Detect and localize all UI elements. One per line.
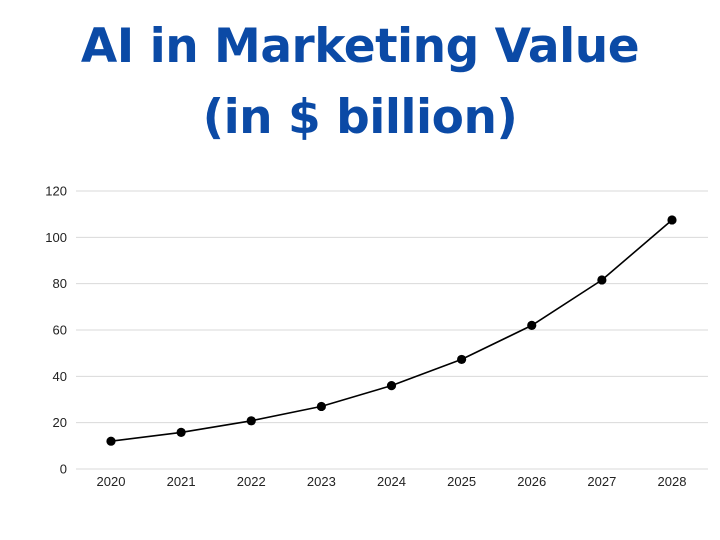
chart-title-line-2: (in $ billion) [202, 90, 518, 145]
x-tick-label: 2026 [517, 474, 546, 489]
x-tick-label: 2021 [167, 474, 196, 489]
x-tick-label: 2024 [377, 474, 406, 489]
y-tick-label: 80 [53, 276, 67, 291]
data-point-2023 [316, 401, 326, 412]
x-tick-label: 2028 [658, 474, 687, 489]
data-point-2020 [106, 436, 116, 446]
data-point-2026 [527, 320, 537, 330]
x-axis-tick-labels: 2020 2021 2022 2023 2024 2025 2026 2027 2028 [97, 474, 687, 489]
chart-title-line-1: AI in Marketing Value [80, 19, 640, 74]
y-tick-label: 0 [60, 462, 67, 477]
y-tick-label: 20 [53, 415, 67, 430]
data-point-2024 [386, 381, 397, 391]
y-tick-label: 60 [53, 323, 67, 338]
gridlines [76, 190, 708, 470]
data-point-2022 [246, 416, 256, 426]
data-point-2025 [457, 354, 467, 365]
series-line [110, 219, 673, 442]
x-tick-label: 2025 [447, 474, 476, 489]
data-point-2027 [597, 275, 607, 285]
x-tick-label: 2020 [97, 474, 126, 489]
y-tick-label: 120 [45, 184, 67, 199]
x-tick-label: 2027 [587, 474, 616, 489]
x-tick-label: 2023 [307, 474, 336, 489]
y-tick-label: 100 [45, 230, 67, 245]
y-axis-tick-labels: 0 20 40 60 80 100 120 [45, 184, 67, 477]
series-line-layer [110, 219, 673, 442]
y-tick-label: 40 [53, 369, 67, 384]
x-tick-label: 2022 [237, 474, 266, 489]
data-points [106, 215, 677, 446]
data-point-2028 [667, 215, 677, 225]
data-point-2021 [176, 427, 186, 437]
